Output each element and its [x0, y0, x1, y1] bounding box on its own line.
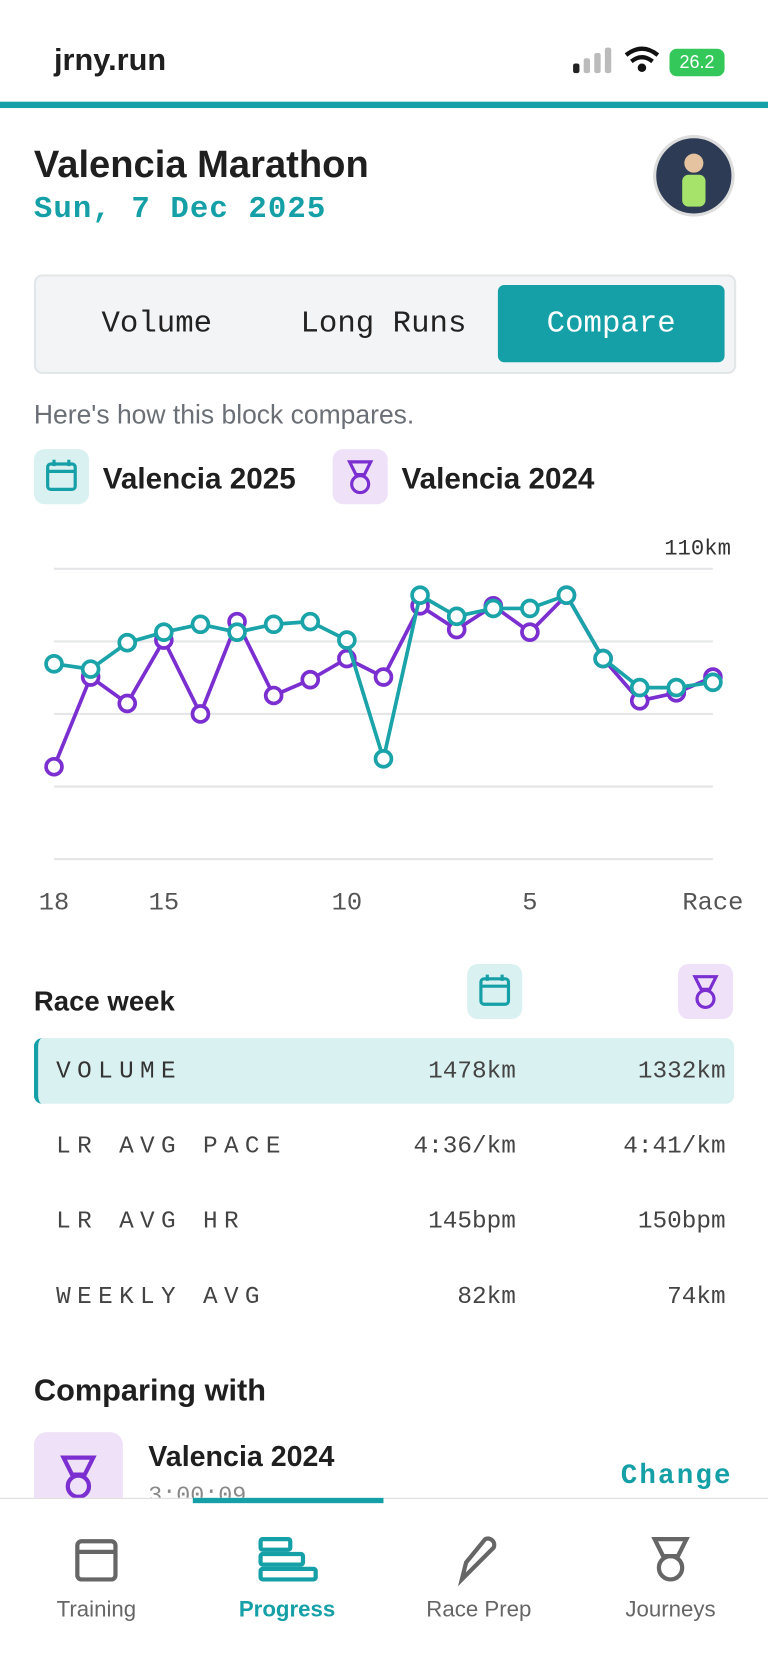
data-point [227, 622, 247, 642]
legend-label: Valencia 2025 [102, 461, 296, 495]
nav-bar [0, 1497, 768, 1661]
stat-label: VOLUME [56, 1057, 183, 1085]
stat-label: LR AVG HR [56, 1207, 245, 1236]
stat-value: 145bpm [428, 1207, 516, 1236]
legend-icon [33, 449, 89, 505]
nav-item[interactable]: Race Prep [426, 1597, 532, 1622]
header-bar [0, 101, 768, 109]
tab[interactable]: Compare [497, 284, 725, 363]
medal-icon [692, 975, 719, 1009]
data-point [520, 622, 540, 642]
data-point [44, 756, 64, 777]
data-point [410, 585, 430, 606]
data-point [263, 614, 284, 635]
stat-value: 1332km [637, 1057, 726, 1085]
data-point [80, 659, 101, 679]
race-time: 3:00:09 [148, 1483, 247, 1498]
legend-label: Valencia 2024 [401, 461, 595, 495]
data-point [117, 632, 138, 653]
stat-value: 150bpm [637, 1207, 726, 1236]
intro-text: Here's how this block compares. [33, 400, 415, 431]
data-point [337, 630, 357, 650]
stat-value: 1478km [428, 1057, 516, 1085]
x-tick-label: 15 [149, 888, 180, 917]
stat-value: 4:41/km [623, 1132, 726, 1160]
section-title: Race week [33, 985, 175, 1017]
data-point [703, 672, 723, 693]
data-point [300, 611, 321, 632]
data-point [373, 667, 394, 687]
stat-row: VOLUME 1478km 1332km [33, 1038, 735, 1104]
section-title: Comparing with [33, 1373, 267, 1408]
race-title: Valencia Marathon [33, 141, 369, 186]
column-icon [467, 963, 523, 1020]
data-point [44, 654, 64, 674]
nav-icons [75, 1536, 690, 1587]
data-point [629, 677, 650, 698]
app-name: jrny.run [54, 43, 167, 78]
data-point [190, 704, 211, 724]
race-name: Valencia 2024 [148, 1440, 335, 1473]
nav-item[interactable]: Training [56, 1597, 137, 1622]
x-tick-label: 10 [332, 888, 363, 917]
data-point [446, 606, 467, 627]
data-point [666, 677, 687, 698]
stat-value: 74km [667, 1282, 726, 1311]
stat-row: LR AVG PACE 4:36/km 4:41/km [34, 1113, 734, 1179]
stat-row: LR AVG HR 145bpm 150bpm [34, 1189, 734, 1255]
nav-item[interactable]: Journeys [625, 1597, 716, 1622]
stat-value: 82km [457, 1282, 516, 1311]
race-date: Sun, 7 Dec 2025 [33, 191, 327, 227]
calendar-icon [46, 459, 77, 491]
stat-label: LR AVG PACE [56, 1132, 287, 1160]
data-point [483, 598, 504, 619]
data-point [593, 648, 613, 669]
x-tick-label: 18 [39, 888, 70, 917]
tab[interactable]: Long Runs [300, 306, 467, 342]
data-point [300, 669, 321, 690]
battery-level: 26.2 [679, 51, 715, 73]
data-point [373, 749, 394, 769]
avatar[interactable] [653, 135, 736, 218]
nav-indicator [192, 1497, 384, 1504]
data-point [190, 614, 211, 635]
data-point [117, 693, 138, 714]
y-tick-label: 110km [664, 536, 731, 562]
status-icons [573, 46, 725, 77]
medal-icon [60, 1455, 97, 1499]
calendar-icon [479, 974, 511, 1006]
data-point [520, 598, 540, 619]
nav-item[interactable]: Progress [238, 1597, 336, 1622]
x-tick-label: 5 [522, 888, 537, 917]
tab[interactable]: Volume [101, 306, 213, 342]
data-point [154, 622, 174, 642]
data-point [263, 685, 284, 706]
data-point [556, 585, 577, 606]
stat-row: WEEKLY AVG 82km 74km [34, 1264, 734, 1330]
stat-label: WEEKLY AVG [56, 1282, 266, 1311]
stat-value: 4:36/km [413, 1132, 516, 1160]
medal-icon [347, 460, 374, 495]
change-button[interactable]: Change [620, 1459, 733, 1492]
chart: 110km 18 15 10 5 Race [39, 536, 744, 918]
x-tick-label: Race [682, 888, 743, 917]
